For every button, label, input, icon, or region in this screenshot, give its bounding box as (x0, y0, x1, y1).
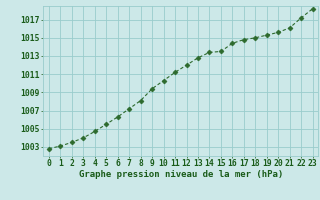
X-axis label: Graphe pression niveau de la mer (hPa): Graphe pression niveau de la mer (hPa) (79, 170, 283, 179)
